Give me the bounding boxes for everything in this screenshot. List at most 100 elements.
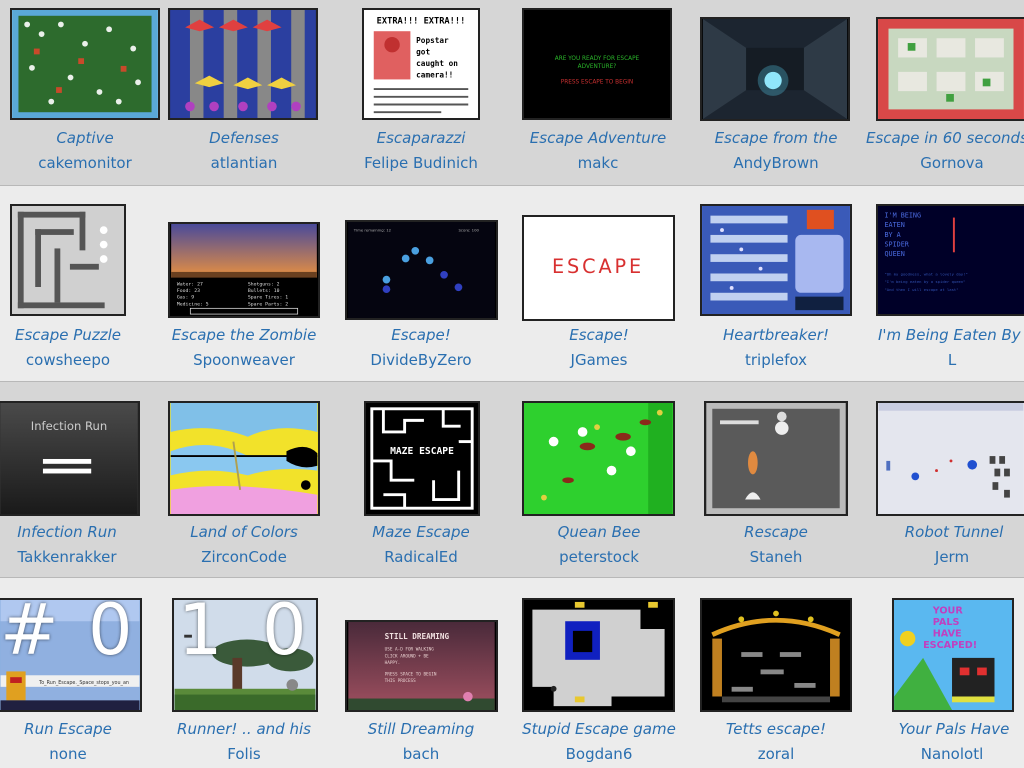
game-title-link[interactable]: Tetts escape! (725, 720, 827, 738)
game-author-link[interactable]: bach (402, 745, 440, 763)
game-author-link[interactable]: peterstock (559, 548, 639, 566)
game-title-link[interactable]: I'm Being Eaten By A (878, 326, 1024, 344)
game-author-link[interactable]: Staneh (749, 548, 803, 566)
row-band-4 (0, 578, 1024, 768)
game-title-link[interactable]: Escape! (569, 326, 629, 344)
game-author-link[interactable]: Nanolotl (920, 745, 984, 763)
svg-text:ARE YOU READY FOR ESCAPE: ARE YOU READY FOR ESCAPE (555, 56, 640, 62)
game-author-link[interactable]: cowsheepo (25, 351, 111, 369)
game-author-link[interactable]: Takkenrakker (17, 548, 117, 566)
game-author-link[interactable]: triplefox (744, 351, 807, 369)
game-title-link[interactable]: Land of Colors (190, 523, 298, 541)
game-author-link[interactable]: cakemonitor (38, 154, 132, 172)
game-author-link[interactable]: Felipe Budinich (364, 154, 478, 172)
game-title-link[interactable]: Escape the Zombie (171, 326, 317, 344)
game-title-link[interactable]: Escape from the (714, 129, 838, 147)
still-dreaming-logo: STILL DREAMING (385, 632, 450, 641)
game-author-link[interactable]: DivideByZero (370, 351, 472, 369)
svg-text:Spare Parts: 2: Spare Parts: 2 (248, 301, 288, 307)
game-thumbnail-tetts-escape[interactable] (700, 598, 852, 712)
svg-text:Shotguns: 2: Shotguns: 2 (248, 281, 280, 287)
game-thumbnail-robot-tunnel[interactable] (876, 401, 1024, 516)
game-thumbnail-escape-jgames[interactable]: ESCAPE (522, 215, 675, 321)
svg-text:Score: 100: Score: 100 (458, 228, 479, 233)
game-title-link[interactable]: Escape Adventure (529, 129, 667, 147)
game-thumbnail-your-pals-have[interactable]: YOUR PALS HAVE ESCAPED! (892, 598, 1014, 712)
game-title-link[interactable]: Your Pals Have (898, 720, 1010, 738)
game-thumbnail-escape-the-zombie[interactable]: Water: 27 Shotguns: 2 Food: 23 Bullets: 10… (168, 222, 320, 318)
game-title-link[interactable]: Escape! (391, 326, 451, 344)
svg-text:Bullets: 10: Bullets: 10 (248, 288, 280, 294)
game-author-link[interactable]: ZirconCode (201, 548, 287, 566)
game-thumbnail-infection-run[interactable]: Infection Run (0, 401, 140, 516)
svg-text:"I'm being eaten by a spider q: "I'm being eaten by a spider queen" (884, 279, 965, 284)
game-thumbnail-rescape[interactable] (704, 401, 848, 516)
game-author-link[interactable]: makc (577, 154, 619, 172)
game-thumbnail-escape-puzzle[interactable] (10, 204, 126, 316)
game-title-link[interactable]: Captive (56, 129, 114, 147)
game-author-link[interactable]: atlantian (210, 154, 278, 172)
game-thumbnail-escaparazzi[interactable]: EXTRA!!! EXTRA!!! Popstar got caught on … (362, 8, 480, 120)
game-title-link[interactable]: Heartbreaker! (723, 326, 829, 344)
game-thumbnail-im-being-eaten[interactable]: I'M BEING EATEN BY A SPIDER QUEEN "Oh my goo… (876, 204, 1024, 316)
game-thumbnail-land-of-colors[interactable] (168, 401, 320, 516)
game-author-link[interactable]: Jerm (934, 548, 970, 566)
game-title-link[interactable]: Rescape (744, 523, 808, 541)
svg-text:QUEEN: QUEEN (884, 250, 904, 258)
svg-text:PALS: PALS (933, 617, 960, 628)
game-author-link[interactable]: Bogdan6 (565, 745, 633, 763)
svg-text:SPIDER: SPIDER (884, 241, 909, 249)
svg-text:HAVE: HAVE (933, 629, 962, 640)
game-author-link[interactable]: zoral (757, 745, 795, 763)
game-author-link[interactable]: Spoonweaver (193, 351, 295, 369)
game-author-link[interactable]: JGames (570, 351, 628, 369)
game-thumbnail-quean-bee[interactable] (522, 401, 675, 516)
game-author-link[interactable]: L (947, 351, 957, 369)
overlay-digit: 0 (262, 589, 311, 671)
game-thumbnail-stupid-escape-game[interactable] (522, 598, 675, 712)
svg-text:YOUR: YOUR (932, 606, 964, 617)
game-author-link[interactable]: AndyBrown (733, 154, 819, 172)
game-title-link[interactable]: Robot Tunnel (904, 523, 1004, 541)
maze-escape-logo: MAZE ESCAPE (390, 446, 454, 457)
game-title-link[interactable]: Maze Escape (372, 523, 470, 541)
game-title-link[interactable]: Defenses (209, 129, 279, 147)
overlay-digit: 0 (88, 589, 137, 671)
game-title-link[interactable]: Infection Run (17, 523, 117, 541)
game-thumbnail-run-escape[interactable]: To_Run_Escape._Space_stops_you_an (0, 598, 142, 712)
svg-text:Spare Tires: 1: Spare Tires: 1 (248, 295, 288, 301)
game-title-link[interactable]: Escape Puzzle (15, 326, 121, 344)
svg-text:Water: 27: Water: 27 (177, 281, 203, 287)
game-title-link[interactable]: Run Escape (24, 720, 112, 738)
game-title-link[interactable]: Quean Bee (557, 523, 641, 541)
game-thumbnail-defenses[interactable] (168, 8, 318, 120)
game-title-link[interactable]: Escape in 60 seconds (866, 129, 1024, 147)
game-author-link[interactable]: RadicalEd (384, 548, 458, 566)
game-thumbnail-heartbreaker[interactable] (700, 204, 852, 316)
game-title-link[interactable]: Stupid Escape game (522, 720, 676, 738)
svg-text:Popstar: Popstar (416, 36, 449, 45)
game-thumbnail-still-dreaming[interactable]: STILL DREAMING USE A-D FOR WALKING CLICK … (345, 620, 498, 712)
game-author-link[interactable]: none (49, 745, 87, 763)
game-author-link[interactable]: Folis (227, 745, 261, 763)
infection-run-logo: Infection Run (31, 419, 107, 433)
svg-text:HAPPY.: HAPPY. (385, 660, 401, 666)
escape-logo: ESCAPE (552, 255, 644, 278)
game-title-link[interactable]: Still Dreaming (367, 720, 475, 738)
game-thumbnail-escape-adventure[interactable]: ARE YOU READY FOR ESCAPE ADVENTURE? PRES… (522, 8, 672, 120)
game-author-link[interactable]: Gornova (920, 154, 984, 172)
game-thumbnail-runner[interactable] (172, 598, 318, 712)
svg-text:THIS PROCESS: THIS PROCESS (385, 678, 416, 684)
game-title-link[interactable]: Runner! .. and his (177, 720, 311, 738)
game-thumbnail-escape-dividebyzero[interactable]: Time remaining: 12 Score: 100 (345, 220, 498, 320)
game-title-link[interactable]: Escaparazzi (376, 129, 466, 147)
overlay-digit: 1 (178, 589, 227, 671)
game-thumbnail-captive[interactable] (10, 8, 160, 120)
game-thumbnail-maze-escape[interactable]: MAZE ESCAPE (364, 401, 480, 516)
game-thumbnail-escape-from-the[interactable] (700, 17, 850, 121)
svg-text:"And then I will escape at las: "And then I will escape at last" (884, 287, 958, 292)
svg-text:ESCAPED!: ESCAPED! (923, 640, 977, 651)
svg-text:ADVENTURE?: ADVENTURE? (578, 64, 617, 70)
svg-text:Food: 23: Food: 23 (177, 288, 200, 294)
game-thumbnail-escape-in-60-seconds[interactable] (876, 17, 1024, 121)
